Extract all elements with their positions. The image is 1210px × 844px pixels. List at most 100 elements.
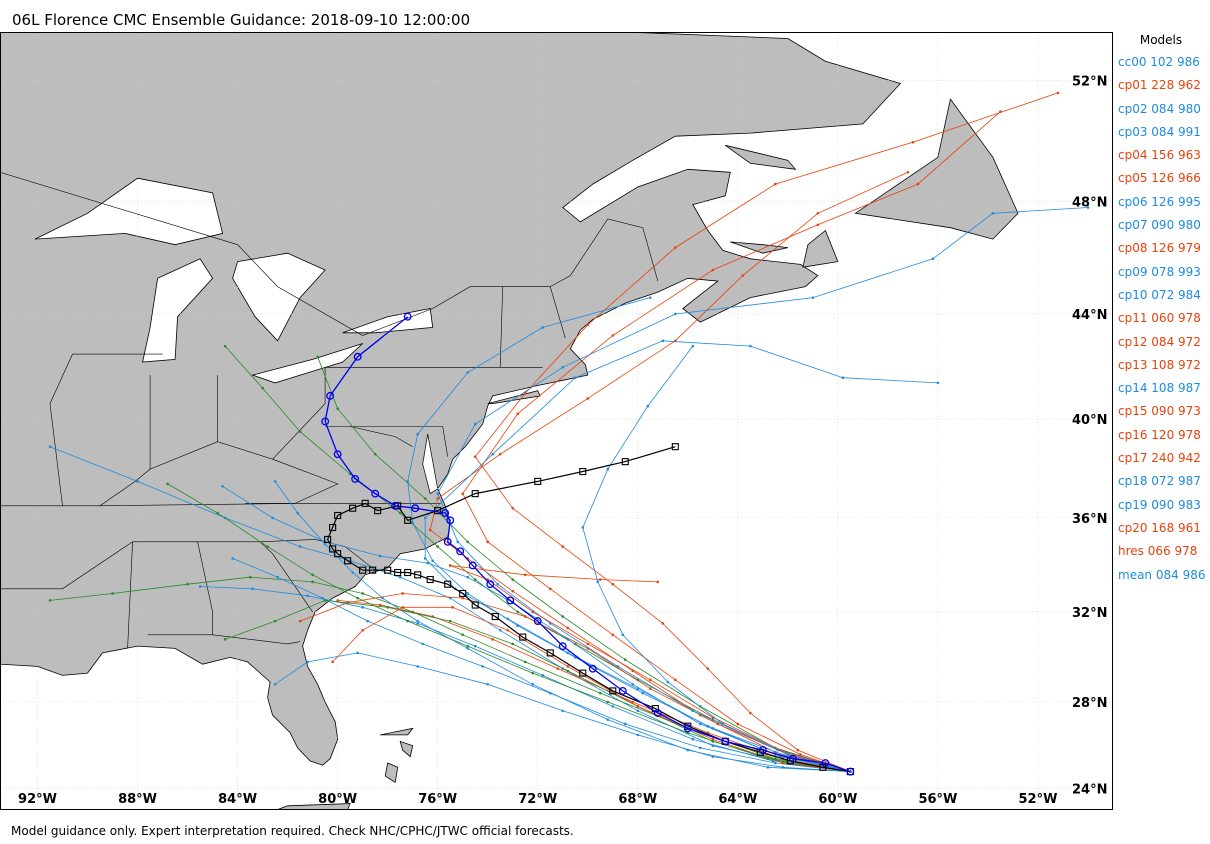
hres-track-point — [374, 507, 382, 515]
hres-track-point — [329, 545, 337, 553]
member-track-point — [511, 642, 515, 646]
member-track-point — [523, 615, 527, 618]
member-track-point — [561, 615, 565, 618]
member-track-point — [298, 545, 302, 548]
hres-track-point — [359, 566, 367, 574]
member-track-point — [586, 323, 590, 327]
member-track-point — [491, 452, 495, 456]
longitude-label: 60°W — [818, 792, 857, 807]
member-track-point — [311, 580, 314, 584]
longitude-label: 84°W — [218, 792, 257, 807]
member-track-point — [611, 633, 615, 637]
member-track-point — [466, 647, 470, 650]
legend-item: cp09 078 993 — [1118, 264, 1201, 279]
member-track-point — [1056, 91, 1060, 95]
state-borders — [1, 172, 659, 649]
bahamas-island — [384, 762, 399, 783]
member-track-point — [401, 606, 404, 609]
member-track-point — [356, 596, 359, 600]
member-track-point — [906, 170, 910, 174]
legend-title: Models — [1139, 33, 1183, 47]
member-track-point — [323, 542, 327, 546]
member-track-point — [406, 619, 409, 623]
legend-item: cp14 108 987 — [1118, 381, 1201, 396]
state-border — [147, 541, 213, 636]
member-track-point — [251, 587, 254, 591]
state-border — [212, 634, 301, 645]
member-track-point — [636, 709, 640, 713]
hres-track-point — [671, 443, 679, 451]
land-layer — [1, 33, 1019, 809]
mean-track-point — [411, 504, 420, 513]
member-track-point — [416, 622, 419, 625]
member-track-point — [356, 651, 359, 655]
member-track-point — [361, 628, 364, 632]
member-track-point — [611, 582, 615, 586]
cape-breton-land — [802, 229, 839, 268]
legend-item: cp04 156 963 — [1118, 148, 1201, 163]
member-track-point — [366, 619, 369, 623]
member-track-point — [596, 580, 600, 584]
member-track-line — [222, 485, 851, 772]
member-track-point — [411, 521, 414, 524]
member-track-point — [691, 709, 695, 713]
member-track-point — [423, 557, 427, 560]
member-track-point — [656, 580, 660, 584]
member-track-point — [561, 709, 565, 713]
member-track-line — [462, 111, 1001, 772]
member-track-point — [231, 557, 234, 560]
member-track-point — [298, 619, 302, 623]
great-lake — [232, 252, 326, 342]
member-track-line — [274, 652, 851, 772]
member-track-point — [523, 660, 527, 664]
member-track-point — [421, 642, 424, 646]
mean-track-point — [653, 709, 662, 717]
member-track-point — [699, 722, 702, 726]
bahamas-island — [380, 727, 414, 736]
member-track-point — [586, 642, 590, 646]
longitude-label: 52°W — [1018, 792, 1057, 807]
member-track-point — [498, 452, 502, 456]
member-track-point — [436, 545, 439, 548]
member-track-point — [766, 766, 770, 769]
member-track-point — [48, 445, 52, 448]
hres-track-point — [369, 566, 377, 574]
member-track-point — [481, 665, 485, 668]
latitude-label: 40°N — [1072, 413, 1107, 428]
member-track-point — [561, 545, 565, 548]
member-track-point — [466, 575, 470, 579]
member-track-line — [332, 606, 851, 772]
hres-track-point — [394, 568, 402, 577]
member-track-point — [186, 582, 189, 586]
member-track-point — [491, 638, 495, 641]
mean-track-point — [758, 746, 767, 755]
hres-track-point — [384, 566, 392, 574]
member-track-point — [316, 355, 319, 359]
member-track-point — [398, 575, 402, 579]
member-track-point — [466, 540, 470, 544]
ensemble-tracks — [48, 91, 1090, 773]
member-track-point — [598, 691, 602, 695]
great-lake — [251, 343, 363, 384]
hres-track-point — [579, 467, 587, 476]
member-track-point — [506, 628, 510, 632]
hres-track-point — [546, 649, 554, 657]
member-track-point — [774, 182, 777, 186]
member-track-point — [541, 674, 545, 677]
legend-item: cp07 090 980 — [1118, 218, 1201, 233]
legend-item: cp20 168 961 — [1118, 520, 1201, 535]
member-track-point — [461, 596, 465, 600]
member-track-point — [436, 497, 439, 500]
mean-track-point — [468, 561, 477, 570]
member-track-point — [811, 296, 815, 299]
mean-track-point — [326, 391, 335, 400]
member-track-point — [516, 412, 520, 416]
member-track-point — [646, 404, 650, 408]
member-track-point — [691, 344, 695, 348]
legend-item: cp01 228 962 — [1118, 78, 1201, 93]
member-track-point — [586, 397, 590, 400]
legend-item: cp08 126 979 — [1118, 241, 1201, 256]
member-track-point — [166, 482, 169, 486]
state-border — [259, 541, 313, 613]
map-canvas[interactable]: 52°N 48°N 44°N 40°N 36°N 32°N 28°N 24°N 92°W 88°… — [0, 32, 1113, 810]
